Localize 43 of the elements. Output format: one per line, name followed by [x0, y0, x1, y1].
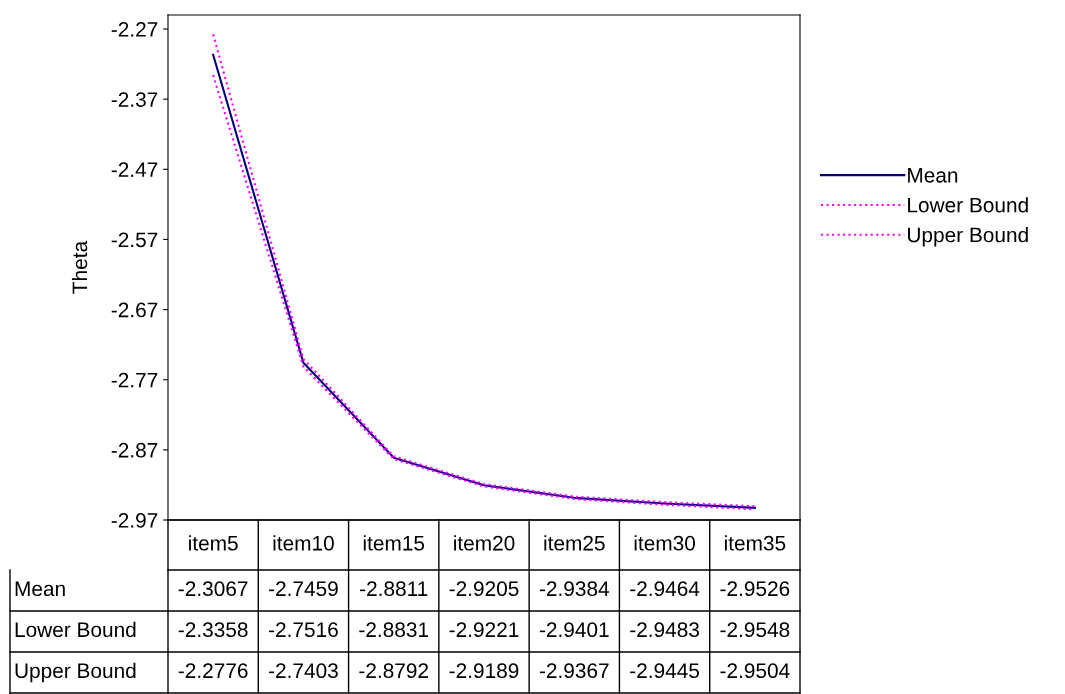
y-tick-label: -2.47 — [111, 162, 158, 177]
x-tick-label: item20 — [454, 535, 515, 551]
data-label: -2.9189 — [449, 663, 519, 679]
data-label: -2.9384 — [539, 581, 610, 597]
x-tick-label: item25 — [544, 535, 605, 551]
y-tick-label: -2.67 — [111, 302, 158, 318]
data-label: -2.7516 — [269, 622, 338, 638]
data-label: -2.8831 — [359, 622, 429, 638]
x-tick-label: item15 — [363, 535, 425, 551]
x-tick-label: item35 — [724, 535, 786, 551]
y-tick-label: -2.87 — [111, 442, 158, 458]
x-tick-label: item5 — [189, 535, 238, 551]
data-label: -2.9445 — [630, 663, 700, 679]
data-label: -2.9483 — [630, 622, 699, 638]
x-tick-label: item10 — [273, 535, 334, 551]
data-label: -2.7403 — [269, 663, 338, 679]
y-axis-title: Theta — [71, 240, 88, 294]
data-label: -2.9401 — [539, 622, 609, 638]
y-tick-label: -2.77 — [111, 372, 158, 388]
data-label: -2.9205 — [449, 581, 519, 597]
legend-label: Lower Bound — [908, 197, 1028, 213]
y-tick-label: -2.57 — [111, 232, 158, 248]
legend-label: Upper Bound — [908, 227, 1028, 247]
y-tick-label: -2.27 — [111, 22, 158, 37]
text: Upper Bound — [15, 662, 136, 683]
data-label: -2.8792 — [359, 663, 428, 679]
data-label: -2.8811 — [360, 581, 428, 597]
data-label: -2.3067 — [178, 581, 248, 597]
data-label: -2.9548 — [720, 622, 790, 638]
y-tick-label: -2.37 — [111, 92, 158, 107]
x-tick-label: item30 — [634, 535, 696, 551]
data-label: -2.9504 — [720, 663, 790, 679]
text: Mean — [15, 581, 65, 597]
data-label: -2.9526 — [720, 581, 790, 597]
data-label: -2.9221 — [449, 622, 519, 638]
data-label: -2.7459 — [269, 581, 338, 597]
data-label: -2.9464 — [630, 581, 700, 597]
text: Lower Bound — [15, 621, 136, 638]
legend-label: Mean — [908, 168, 958, 183]
data-label: -2.9367 — [539, 663, 609, 679]
y-tick-label: -2.97 — [111, 513, 158, 528]
data-label: -2.3358 — [178, 622, 248, 638]
data-label: -2.2776 — [178, 663, 248, 679]
